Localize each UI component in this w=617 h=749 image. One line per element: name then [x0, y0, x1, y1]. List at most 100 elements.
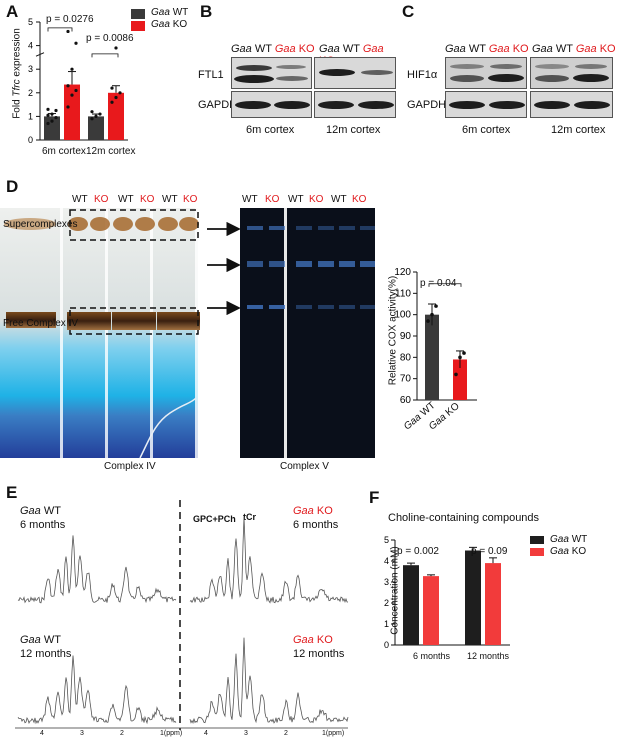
- cox-ytick-label: 70: [400, 374, 412, 385]
- spectra: [15, 500, 349, 730]
- f-pvalue-6m: p = 0.002: [397, 546, 439, 557]
- spectrum-ko-6m: [189, 517, 349, 604]
- f-ytick-label: 1: [384, 619, 389, 629]
- blot-b-group-12m: 12m cortex: [326, 124, 381, 136]
- blot-b-ftl1-6m: [231, 57, 312, 89]
- cox-data-point: [434, 304, 438, 308]
- gel-v-band: [339, 305, 355, 309]
- f-legend-swatch-ko: [530, 548, 544, 556]
- cox-data-point: [426, 319, 430, 323]
- data-point: [94, 114, 98, 118]
- panel-d: WT KO WT KO WT KO: [0, 180, 617, 480]
- data-point: [54, 115, 58, 120]
- gel-v-band: [296, 305, 312, 309]
- data-point: [54, 108, 58, 113]
- f-ytick-label: 3: [384, 577, 389, 587]
- spectrum-ko-12m: [189, 637, 349, 724]
- panel-b: Gaa WT Gaa KO Gaa WT Gaa KO FTL1 GAPDH 6…: [195, 0, 400, 170]
- gel-iv-free-complex-band: [157, 312, 179, 330]
- gel-v-band: [296, 261, 312, 267]
- data-point: [46, 107, 50, 111]
- blot-b-gapdh-12m: [314, 91, 396, 118]
- gel-complex-iv: [0, 208, 200, 458]
- data-point: [66, 105, 70, 109]
- panel-e: Gaa WT 6 months Gaa KO 6 months Gaa WT 12 m…: [0, 490, 360, 749]
- a-ytick-label: 2: [28, 88, 33, 98]
- f-bar-wt-12m: [465, 550, 481, 645]
- cox-pvalue: p = 0.04: [420, 278, 457, 289]
- gel-iv-free-complex-band: [134, 312, 156, 330]
- data-point: [114, 95, 118, 100]
- gel-iv-lane-3: WT: [118, 194, 134, 205]
- ppm-left-3: 3: [80, 730, 84, 737]
- peak-label-tcr: tCr: [243, 512, 256, 522]
- blot-c-hif1a-6m: [445, 57, 527, 89]
- gel-iv-supercomplex-band: [90, 217, 110, 231]
- blot-b-header-1: Gaa WT Gaa KO: [231, 43, 315, 55]
- cox-bar-wt: [425, 314, 439, 400]
- gel-iv-supercomplex-band: [68, 217, 88, 231]
- gel-iv-lane-5: WT: [162, 194, 178, 205]
- gel-iv-free-complex-band: [112, 312, 134, 330]
- gel-v-lane-4: KO: [309, 194, 324, 205]
- gel-v-band: [360, 226, 375, 230]
- cox-bracket: [428, 283, 462, 287]
- f-xlabel-12m: 12 months: [467, 651, 510, 661]
- spectrum-label-br: Gaa KO 12 months: [293, 634, 345, 660]
- gel-v-band: [269, 226, 285, 230]
- blot-b-row-gapdh: GAPDH: [198, 99, 238, 111]
- ppm-right-2: 2: [284, 730, 288, 737]
- gel-iv-supercomplex-band: [158, 217, 178, 231]
- gel-v-band: [247, 305, 263, 309]
- gel-iv-lane-1: WT: [72, 194, 88, 205]
- a-ytick-label: 4: [28, 41, 33, 51]
- blot-c-group-12m: 12m cortex: [551, 124, 606, 136]
- cox-ytick-label: 100: [394, 310, 411, 321]
- data-point: [118, 91, 122, 95]
- cox-ytick-label: 110: [395, 288, 411, 299]
- panel-label-d: D: [6, 177, 19, 196]
- gel-v-lane-3: WT: [288, 194, 304, 205]
- cox-ytick-label: 60: [400, 395, 412, 406]
- a-bracket-12m: [91, 53, 119, 58]
- f-ytick-label: 2: [384, 598, 389, 608]
- f-legend-label-wt: Gaa WT: [550, 534, 588, 545]
- panel-a-chart: 0 1 2 3 4 5: [28, 17, 128, 145]
- a-ytick-label: 1: [28, 111, 33, 121]
- data-point: [46, 113, 50, 117]
- cox-bar-ko: [453, 359, 467, 400]
- blot-b-row-ftl1: FTL1: [198, 69, 224, 81]
- gel-v-lane-6: KO: [352, 194, 367, 205]
- a-ytick-label: 0: [28, 135, 33, 145]
- gel-v-lane-2: KO: [265, 194, 280, 205]
- gel-v-lane-5: WT: [331, 194, 347, 205]
- blot-c-gapdh-6m: [445, 91, 527, 118]
- gel-v-band: [296, 226, 312, 230]
- gel-iv-lane-2: KO: [94, 194, 109, 205]
- gel-v-band: [339, 261, 355, 267]
- spectrum-label-tl: Gaa WT 6 months: [20, 505, 66, 531]
- gel-iv-supercomplex-band: [113, 217, 133, 231]
- f-ytick-label: 5: [384, 535, 389, 545]
- bar-wt-12m: [88, 116, 104, 140]
- a-bracket-6m: [47, 27, 73, 32]
- peak-label-gpc: GPC+PCh: [193, 514, 236, 524]
- ppm-left-2: 2: [120, 730, 124, 737]
- panel-f: Choline-containing compounds Concentrati…: [365, 490, 617, 749]
- spectrum-label-bl: Gaa WT 12 months: [20, 634, 72, 660]
- cox-data-point: [458, 355, 462, 360]
- data-point: [74, 88, 78, 93]
- a-ytick-label: 5: [28, 17, 33, 27]
- pvalue-6m: p = 0.0276: [46, 14, 94, 25]
- blot-c-row-hif1a: HIF1α: [407, 69, 438, 81]
- f-legend-swatch-wt: [530, 536, 544, 544]
- arrows: [207, 221, 241, 316]
- legend-swatch-ko: [131, 21, 145, 31]
- a-ytick-label: 3: [28, 64, 33, 74]
- legend-label-ko: Gaa KO: [151, 19, 188, 30]
- data-point: [46, 121, 50, 126]
- group-label-12m: 12m cortex: [86, 146, 136, 157]
- label-complex-iv: Complex IV: [104, 461, 156, 472]
- gel-v-band: [360, 261, 375, 267]
- gel-v-band: [318, 226, 334, 230]
